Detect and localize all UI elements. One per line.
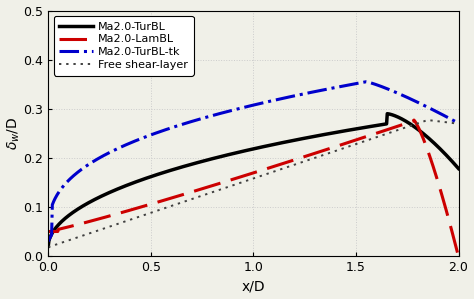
Ma2.0-TurBL-tk: [287, 95, 293, 99]
Ma2.0-LamBL: [231, 177, 237, 181]
Line: Ma2.0-TurBL: Ma2.0-TurBL: [48, 114, 458, 246]
Ma2.0-TurBL: [151, 174, 156, 178]
Ma2.0-TurBL-tk: [46, 239, 51, 243]
Ma2.0-TurBL-tk: [354, 82, 360, 85]
Ma2.0-TurBL-tk: [151, 132, 156, 136]
Free shear-layer: [231, 183, 237, 187]
Ma2.0-TurBL: [456, 167, 461, 170]
Ma2.0-TurBL: [46, 244, 51, 248]
Ma2.0-TurBL: [231, 152, 237, 155]
Legend: Ma2.0-TurBL, Ma2.0-LamBL, Ma2.0-TurBL-tk, Free shear-layer: Ma2.0-TurBL, Ma2.0-LamBL, Ma2.0-TurBL-tk…: [54, 16, 194, 76]
Ma2.0-LamBL: [354, 138, 360, 141]
Ma2.0-TurBL: [354, 127, 360, 130]
Line: Free shear-layer: Free shear-layer: [48, 120, 458, 247]
Free shear-layer: [425, 118, 430, 122]
Ma2.0-LamBL: [118, 211, 124, 215]
Free shear-layer: [151, 210, 156, 214]
Ma2.0-LamBL: [287, 159, 293, 163]
Ma2.0-LamBL: [456, 254, 461, 258]
Free shear-layer: [287, 164, 293, 168]
Ma2.0-TurBL: [384, 112, 390, 115]
Ma2.0-TurBL-tk: [319, 88, 325, 92]
Free shear-layer: [456, 122, 461, 126]
Ma2.0-LamBL: [46, 230, 51, 233]
Ma2.0-TurBL-tk: [456, 121, 461, 125]
Free shear-layer: [319, 154, 325, 157]
Ma2.0-LamBL: [319, 149, 325, 153]
Ma2.0-LamBL: [151, 202, 156, 205]
Ma2.0-TurBL-tk: [231, 108, 237, 112]
Line: Ma2.0-LamBL: Ma2.0-LamBL: [48, 120, 458, 256]
Free shear-layer: [118, 221, 124, 225]
X-axis label: x/D: x/D: [242, 280, 265, 293]
Ma2.0-TurBL-tk: [118, 145, 124, 149]
Ma2.0-TurBL: [118, 186, 124, 190]
Y-axis label: $\delta_w$/D: $\delta_w$/D: [6, 117, 22, 150]
Line: Ma2.0-TurBL-tk: Ma2.0-TurBL-tk: [48, 82, 458, 241]
Ma2.0-TurBL: [319, 133, 325, 137]
Ma2.0-TurBL: [287, 139, 293, 143]
Free shear-layer: [46, 245, 51, 249]
Free shear-layer: [354, 142, 360, 146]
Ma2.0-TurBL-tk: [363, 80, 369, 83]
Ma2.0-LamBL: [411, 118, 417, 122]
